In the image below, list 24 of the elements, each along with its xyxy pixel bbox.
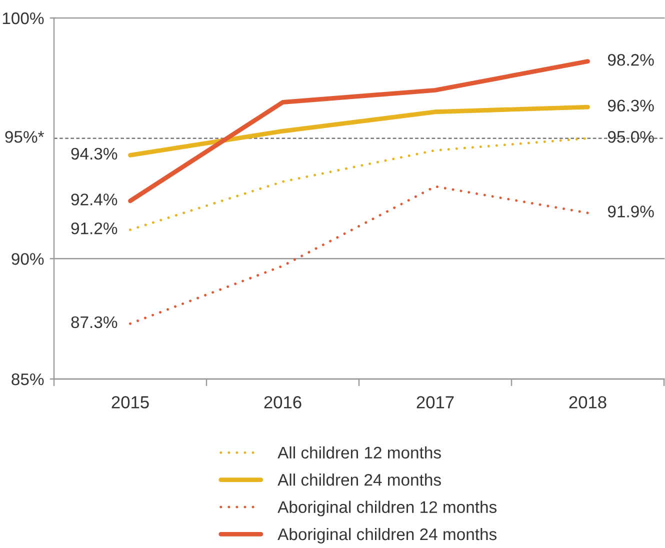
data-label: 91.9% <box>608 206 654 218</box>
data-label: 96.3% <box>608 100 654 112</box>
data-label: 95.0% <box>608 131 654 143</box>
y-tick-label: 85% <box>12 373 44 386</box>
data-label: 91.2% <box>71 222 118 234</box>
line-series <box>129 137 589 232</box>
y-tick-label: 90% <box>12 253 44 265</box>
legend-label: Aboriginal children 24 months <box>278 528 497 544</box>
line-series <box>128 59 590 204</box>
ref-line-label: 95%* <box>5 131 44 143</box>
x-tick-label: 2018 <box>569 396 606 408</box>
legend-label: Aboriginal children 12 months <box>278 500 497 516</box>
y-tick-label: 100% <box>2 12 44 24</box>
data-label: 94.3% <box>71 148 118 160</box>
x-tick-label: 2015 <box>112 396 149 408</box>
line-series <box>129 185 589 325</box>
data-label: 87.3% <box>71 316 118 328</box>
x-tick-label: 2016 <box>264 396 302 408</box>
line-series <box>128 104 590 158</box>
legend-label: All children 12 months <box>278 446 441 459</box>
x-tick-label: 2017 <box>416 396 454 408</box>
data-label: 98.2% <box>608 54 654 66</box>
data-label: 92.4% <box>71 194 118 206</box>
legend-label: All children 24 months <box>278 474 441 486</box>
